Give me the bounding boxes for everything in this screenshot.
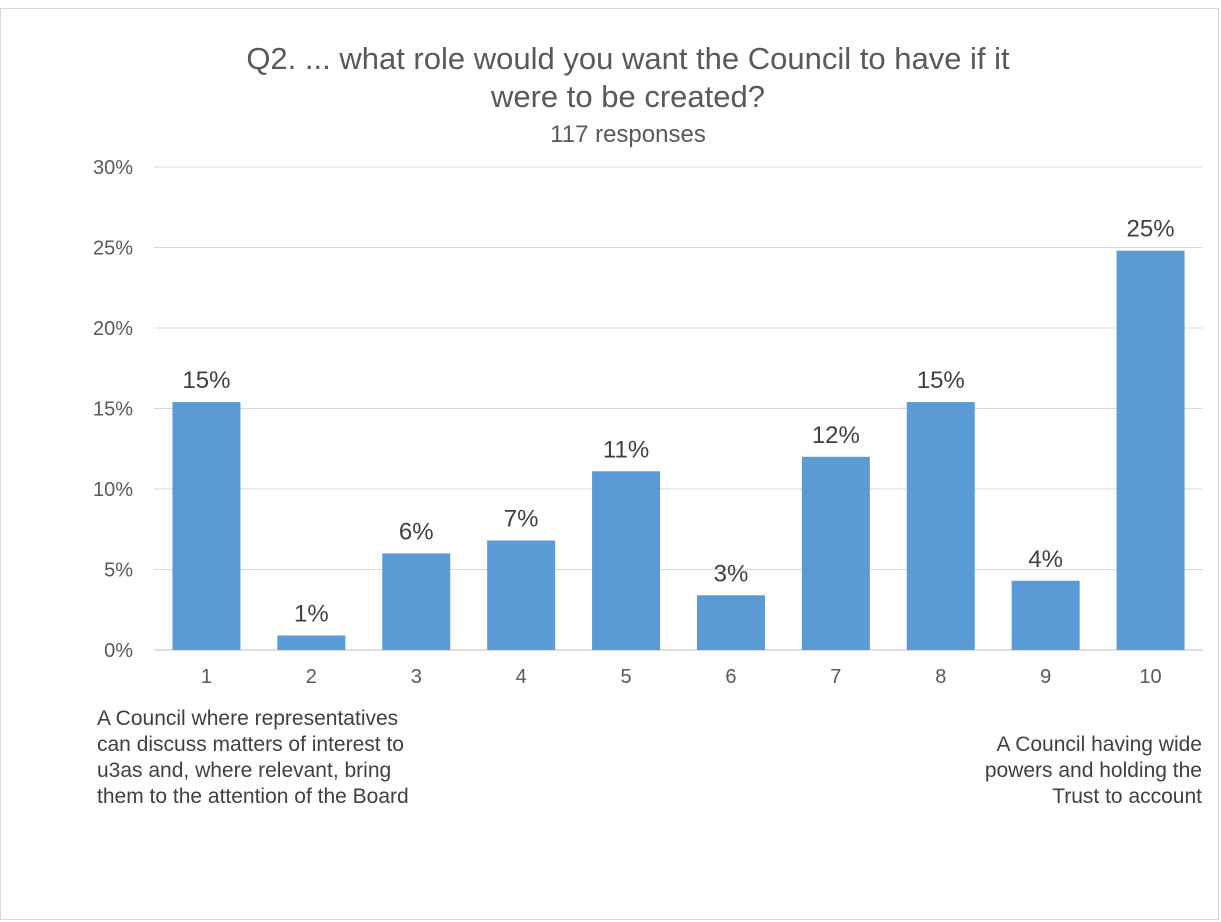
data-label: 15% — [917, 367, 965, 394]
bar — [382, 553, 451, 650]
y-tick-label: 30% — [93, 157, 133, 179]
x-tick-label: 3 — [411, 666, 422, 688]
data-label: 11% — [603, 436, 649, 463]
data-label: 3% — [714, 560, 749, 587]
y-tick-label: 25% — [93, 238, 133, 260]
x-tick-label: 5 — [620, 666, 631, 688]
y-tick-label: 5% — [104, 560, 133, 582]
data-label: 1% — [294, 601, 329, 628]
bar — [1116, 250, 1185, 650]
y-tick-label: 10% — [93, 479, 133, 501]
x-tick-label: 2 — [306, 666, 317, 688]
bar — [801, 456, 870, 650]
bar — [592, 471, 661, 650]
x-tick-label: 6 — [725, 666, 736, 688]
chart-title-line-1: Q2. ... what role would you want the Cou… — [246, 41, 1010, 76]
annotation-left: A Council where representatives can disc… — [97, 707, 409, 808]
data-label: 4% — [1028, 546, 1063, 573]
data-label: 7% — [504, 506, 539, 533]
bar — [1011, 580, 1080, 650]
annotation-right: A Council having wide powers and holding… — [984, 733, 1202, 808]
y-tick-label: 20% — [93, 318, 133, 340]
x-tick-label: 8 — [935, 666, 946, 688]
x-tick-label: 9 — [1040, 666, 1051, 688]
bar — [172, 402, 241, 650]
data-label: 12% — [812, 422, 860, 449]
bar — [906, 402, 975, 650]
y-tick-label: 15% — [93, 399, 133, 421]
chart-title-line-2: were to be created? — [490, 79, 765, 114]
bar — [487, 540, 556, 650]
x-tick-label: 1 — [201, 666, 212, 688]
chart-subtitle: 117 responses — [550, 121, 706, 148]
x-tick-label: 10 — [1139, 666, 1161, 688]
bar — [696, 595, 765, 650]
y-tick-label: 0% — [104, 640, 133, 662]
x-tick-label: 7 — [830, 666, 841, 688]
chart-frame — [0, 8, 1219, 920]
x-tick-label: 4 — [516, 666, 527, 688]
data-label: 6% — [399, 518, 434, 545]
data-label: 15% — [182, 367, 230, 394]
data-label: 25% — [1127, 216, 1175, 243]
bar — [277, 635, 346, 650]
